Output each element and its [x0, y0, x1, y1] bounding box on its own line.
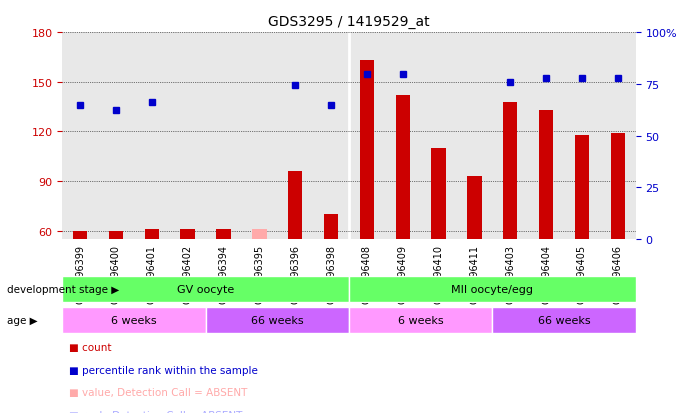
Bar [170, 33, 206, 240]
FancyBboxPatch shape [62, 307, 206, 333]
Bar [575, 135, 589, 240]
Bar [431, 149, 446, 240]
Bar [277, 33, 313, 240]
Bar [349, 33, 385, 240]
Bar [360, 61, 374, 240]
Bar [241, 33, 277, 240]
Title: GDS3295 / 1419529_at: GDS3295 / 1419529_at [268, 15, 430, 29]
Bar [144, 230, 159, 240]
FancyBboxPatch shape [349, 276, 636, 302]
Text: 6 weeks: 6 weeks [111, 315, 157, 325]
Text: ■ percentile rank within the sample: ■ percentile rank within the sample [69, 365, 258, 375]
Bar [611, 134, 625, 240]
Text: 66 weeks: 66 weeks [538, 315, 590, 325]
FancyBboxPatch shape [492, 307, 636, 333]
Bar [421, 33, 457, 240]
Text: GV oocyte: GV oocyte [177, 284, 234, 294]
Text: age ▶: age ▶ [7, 315, 37, 325]
Bar [457, 33, 492, 240]
Text: ■ value, Detection Call = ABSENT: ■ value, Detection Call = ABSENT [69, 387, 247, 397]
Bar [216, 230, 231, 240]
Bar [180, 230, 195, 240]
Text: ■ rank, Detection Call = ABSENT: ■ rank, Detection Call = ABSENT [69, 410, 243, 413]
Bar [467, 177, 482, 240]
Bar [324, 215, 338, 240]
Text: development stage ▶: development stage ▶ [7, 284, 119, 294]
Bar [313, 33, 349, 240]
Text: MII oocyte/egg: MII oocyte/egg [451, 284, 533, 294]
Bar [492, 33, 528, 240]
Bar [134, 33, 170, 240]
Text: 66 weeks: 66 weeks [251, 315, 303, 325]
Bar [503, 102, 518, 240]
Bar [528, 33, 564, 240]
Bar [385, 33, 421, 240]
Bar [252, 230, 267, 240]
Bar [288, 172, 303, 240]
Bar [206, 33, 241, 240]
FancyBboxPatch shape [349, 307, 492, 333]
Bar [600, 33, 636, 240]
FancyBboxPatch shape [206, 307, 349, 333]
Bar [73, 231, 87, 240]
Bar [98, 33, 134, 240]
Bar [564, 33, 600, 240]
FancyBboxPatch shape [62, 276, 349, 302]
Text: ■ count: ■ count [69, 342, 112, 352]
Bar [62, 33, 98, 240]
Bar [539, 111, 553, 240]
Bar [108, 231, 123, 240]
Text: 6 weeks: 6 weeks [398, 315, 444, 325]
Bar [395, 96, 410, 240]
